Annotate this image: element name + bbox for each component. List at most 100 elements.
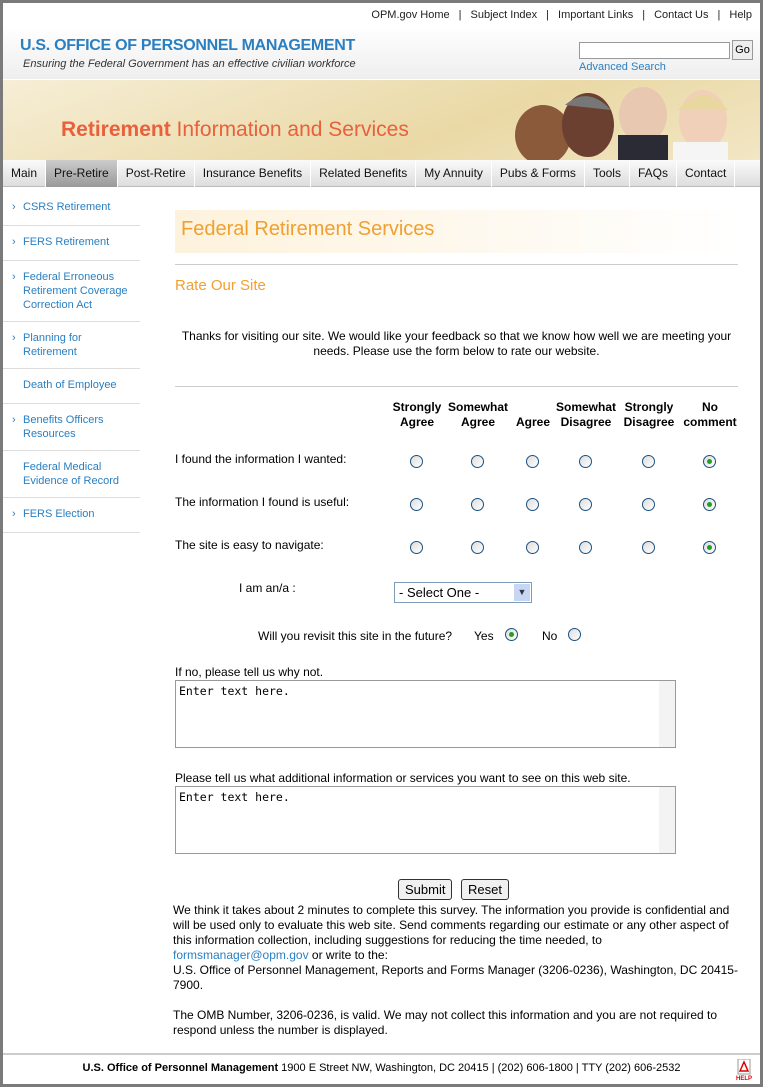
rating-radio[interactable] xyxy=(410,541,423,554)
nav-tab[interactable]: Pre-Retire xyxy=(46,160,118,187)
note-text: or write to the: xyxy=(308,948,388,962)
separator: | xyxy=(458,9,462,21)
nav-tab[interactable]: Insurance Benefits xyxy=(195,160,312,187)
pdf-help-icon[interactable]: HELP xyxy=(736,1059,752,1081)
rating-radio[interactable] xyxy=(526,498,539,511)
chevron-right-icon: › xyxy=(12,201,16,213)
nav-tab[interactable]: Pubs & Forms xyxy=(492,160,585,187)
sidebar: › CSRS Retirement › FERS Retirement › Federal… xyxy=(3,191,140,533)
sidebar-item-label: Federal Erroneous Retirement Coverage Co… xyxy=(23,271,128,311)
nav-tab[interactable]: My Annuity xyxy=(416,160,492,187)
rating-radio[interactable] xyxy=(579,541,592,554)
sidebar-item[interactable]: › Planning for Retirement xyxy=(3,322,140,369)
go-button[interactable]: Go xyxy=(732,40,753,60)
column-header: Strongly Disagree xyxy=(614,400,684,430)
column-header-line1: Somewhat xyxy=(447,400,508,414)
sidebar-item-label: FERS Election xyxy=(23,508,95,520)
column-header-line2: comment xyxy=(683,415,737,429)
rating-radio[interactable] xyxy=(471,541,484,554)
column-header-line2: Disagree xyxy=(560,415,612,429)
sidebar-item[interactable]: › FERS Retirement xyxy=(3,226,140,261)
top-link[interactable]: OPM.gov Home xyxy=(371,9,450,21)
section-title: Rate Our Site xyxy=(175,277,266,294)
rating-radio[interactable] xyxy=(703,455,716,468)
rating-radio[interactable] xyxy=(410,498,423,511)
main-nav: Main Pre-Retire Post-Retire Insurance Benef… xyxy=(3,160,760,187)
sidebar-item[interactable]: › CSRS Retirement xyxy=(3,191,140,226)
revisit-label: Will you revisit this site in the future… xyxy=(258,629,453,643)
footer-org: U.S. Office of Personnel Management xyxy=(82,1062,279,1074)
question-label: The site is easy to navigate: xyxy=(175,538,324,552)
iam-select[interactable]: - Select One - ▼ xyxy=(394,582,532,603)
revisit-no-radio[interactable] xyxy=(568,628,581,641)
rating-radio[interactable] xyxy=(471,498,484,511)
chevron-right-icon: › xyxy=(12,236,16,248)
nav-tab[interactable]: Post-Retire xyxy=(118,160,195,187)
scrollbar[interactable] xyxy=(659,787,675,853)
sidebar-item[interactable]: › FERS Election xyxy=(3,498,140,533)
nav-tab[interactable]: FAQs xyxy=(630,160,677,187)
rating-radio[interactable] xyxy=(471,455,484,468)
additional-textarea[interactable]: Enter text here. xyxy=(175,786,676,854)
sidebar-item[interactable]: › Benefits Officers Resources xyxy=(3,404,140,451)
sidebar-item[interactable]: Federal Medical Evidence of Record xyxy=(3,451,140,498)
iam-selected-value: - Select One - xyxy=(399,585,480,600)
rating-radio[interactable] xyxy=(579,498,592,511)
submit-button[interactable]: Submit xyxy=(398,879,453,900)
footer: U.S. Office of Personnel Management 1900… xyxy=(3,1053,760,1084)
column-header-line1: No xyxy=(702,400,718,414)
rating-radio[interactable] xyxy=(579,455,592,468)
nav-tab[interactable]: Related Benefits xyxy=(311,160,417,187)
rating-radio[interactable] xyxy=(526,455,539,468)
sidebar-item-label: Federal Medical Evidence of Record xyxy=(23,461,119,487)
separator: | xyxy=(642,9,646,21)
intro-text: Thanks for visiting our site. We would l… xyxy=(181,329,732,358)
omb-note: The OMB Number, 3206-0236, is valid. We … xyxy=(173,1008,718,1037)
divider xyxy=(175,264,738,265)
page-title: Federal Retirement Services xyxy=(175,210,738,253)
nav-tab[interactable]: Main xyxy=(3,160,47,187)
chevron-right-icon: › xyxy=(12,414,16,426)
top-links: OPM.gov Home | Subject Index | Important Lin… xyxy=(371,9,752,21)
revisit-yes-radio[interactable] xyxy=(505,628,518,641)
divider xyxy=(175,386,738,387)
column-header-line2: Disagree xyxy=(623,415,675,429)
sidebar-item[interactable]: › Federal Erroneous Retirement Coverage C… xyxy=(3,261,140,322)
chevron-right-icon: › xyxy=(12,271,16,283)
sidebar-item-label: Planning for Retirement xyxy=(23,332,82,358)
chevron-down-icon[interactable]: ▼ xyxy=(514,584,530,601)
column-header: Somewhat Agree xyxy=(443,400,513,430)
search-input[interactable] xyxy=(579,42,730,59)
retirees-photo xyxy=(515,87,728,160)
nav-tab[interactable]: Contact xyxy=(677,160,736,187)
column-header-line2: Agree xyxy=(399,415,434,429)
sidebar-item[interactable]: Death of Employee xyxy=(3,369,140,404)
separator: | xyxy=(546,9,550,21)
rating-radio[interactable] xyxy=(703,541,716,554)
column-header-line1: Strongly xyxy=(624,400,674,414)
sidebar-item-label: CSRS Retirement xyxy=(23,201,111,213)
nav-tab[interactable]: Tools xyxy=(585,160,630,187)
opm-logo[interactable]: U.S. OFFICE OF PERSONNEL MANAGEMENT xyxy=(20,37,356,54)
rating-radio[interactable] xyxy=(642,455,655,468)
rating-radio[interactable] xyxy=(410,455,423,468)
browser-window: OPM.gov Home | Subject Index | Important Lin… xyxy=(3,3,760,1084)
sidebar-item-label: Death of Employee xyxy=(23,379,117,391)
email-link[interactable]: formsmanager@opm.gov xyxy=(173,948,309,962)
top-link[interactable]: Help xyxy=(729,9,752,21)
top-link[interactable]: Subject Index xyxy=(470,9,538,21)
banner: Retirement Information and Services xyxy=(3,80,760,160)
rating-radio[interactable] xyxy=(642,498,655,511)
top-link[interactable]: Contact Us xyxy=(654,9,709,21)
note-text: U.S. Office of Personnel Management, Rep… xyxy=(173,963,738,992)
scrollbar[interactable] xyxy=(659,681,675,747)
site-header: U.S. OFFICE OF PERSONNEL MANAGEMENT Ensu… xyxy=(3,27,760,79)
reset-button[interactable]: Reset xyxy=(461,879,509,900)
top-link[interactable]: Important Links xyxy=(558,9,634,21)
column-header: No comment xyxy=(675,400,745,430)
rating-radio[interactable] xyxy=(703,498,716,511)
advanced-search-link[interactable]: Advanced Search xyxy=(579,61,666,73)
why-not-textarea[interactable]: Enter text here. xyxy=(175,680,676,748)
rating-radio[interactable] xyxy=(642,541,655,554)
rating-radio[interactable] xyxy=(526,541,539,554)
